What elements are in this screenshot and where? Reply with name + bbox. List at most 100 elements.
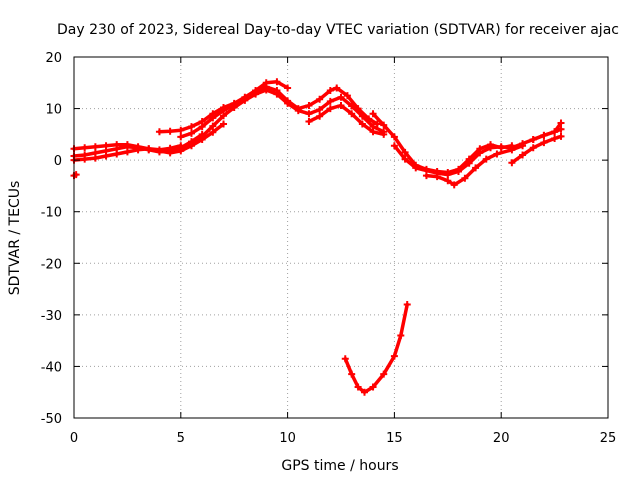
data-point — [444, 177, 452, 185]
data-point — [252, 90, 260, 98]
data-point — [482, 155, 490, 163]
data-point — [454, 167, 462, 175]
data-point — [187, 129, 195, 137]
data-point — [380, 370, 388, 378]
data-point — [337, 93, 345, 101]
data-point — [433, 173, 441, 181]
data-point — [519, 142, 527, 150]
data-point — [305, 117, 313, 125]
data-point — [284, 84, 292, 92]
data-point — [380, 130, 388, 138]
data-point — [123, 148, 131, 156]
data-point — [348, 370, 356, 378]
data-point — [341, 355, 349, 363]
data-point — [198, 123, 206, 131]
data-point — [557, 119, 565, 127]
series-arc-8 — [369, 110, 516, 177]
data-point — [487, 144, 495, 152]
series-line — [343, 302, 409, 394]
data-point — [358, 112, 366, 120]
chart-title: Day 230 of 2023, Sidereal Day-to-day VTE… — [57, 22, 619, 38]
data-point — [557, 125, 565, 133]
data-point — [493, 150, 501, 158]
data-point — [316, 106, 324, 114]
data-point — [273, 90, 281, 98]
x-axis-label: GPS time / hours — [281, 458, 398, 474]
y-axis: -50 -40 -30 -20 -10 0 10 20 — [41, 51, 608, 427]
series-arc-13 — [70, 171, 80, 180]
data-point — [91, 154, 99, 162]
y-tick-label: 0 — [54, 154, 62, 169]
data-point — [401, 155, 409, 163]
data-point — [450, 181, 458, 189]
x-axis: 0 5 10 15 20 25 — [70, 57, 616, 446]
data-point — [294, 107, 302, 115]
series-line — [424, 143, 525, 187]
data-point — [155, 147, 163, 155]
data-point — [358, 120, 366, 128]
data-point — [354, 383, 362, 391]
data-point — [241, 96, 249, 104]
data-point — [360, 388, 368, 396]
y-tick-label: -40 — [41, 360, 62, 375]
data-point — [508, 159, 516, 167]
y-tick-label: -20 — [41, 257, 62, 272]
series-line — [307, 103, 386, 137]
y-axis-label: SDTVAR / TECUs — [7, 181, 23, 296]
data-point — [187, 123, 195, 131]
series-line — [72, 122, 226, 162]
data-point — [209, 128, 217, 136]
data-point — [102, 152, 110, 160]
x-tick-label: 0 — [70, 431, 78, 446]
data-point — [91, 143, 99, 151]
data-point — [403, 301, 411, 309]
series-arc-6 — [187, 86, 388, 149]
data-point — [262, 86, 270, 94]
data-point — [529, 144, 537, 152]
data-point — [220, 112, 228, 120]
data-point — [369, 128, 377, 136]
data-point — [177, 126, 185, 134]
plot-frame — [73, 56, 609, 419]
x-tick-label: 10 — [279, 431, 296, 446]
data-point — [316, 95, 324, 103]
y-tick-label: -50 — [41, 412, 62, 427]
data-point — [380, 121, 388, 129]
data-point — [113, 150, 121, 158]
series-line — [531, 121, 563, 142]
data-point — [326, 105, 334, 113]
data-point — [326, 87, 334, 95]
series-arc-12 — [529, 119, 565, 144]
data-point — [444, 171, 452, 179]
data-point — [187, 141, 195, 149]
data-point — [497, 143, 505, 151]
series-arc-11 — [508, 132, 565, 167]
data-point — [529, 136, 537, 144]
data-point — [461, 174, 469, 182]
data-point — [476, 149, 484, 157]
data-point — [273, 78, 281, 86]
data-point — [422, 172, 430, 180]
data-point — [551, 134, 559, 142]
x-tick-label: 5 — [177, 431, 185, 446]
data-point — [373, 120, 381, 128]
data-point — [198, 132, 206, 140]
data-point — [465, 159, 473, 167]
data-point — [166, 127, 174, 135]
data-point — [81, 155, 89, 163]
y-tick-label: 10 — [45, 103, 62, 118]
data-point — [145, 145, 153, 153]
series-arc-7 — [305, 101, 388, 138]
data-point — [166, 149, 174, 157]
data-point — [134, 146, 142, 154]
data-point — [540, 131, 548, 139]
data-point — [348, 102, 356, 110]
data-point — [390, 133, 398, 141]
data-point — [369, 383, 377, 391]
series-arc-10 — [422, 142, 527, 189]
data-point — [230, 104, 238, 112]
data-point — [397, 331, 405, 339]
data-point — [412, 164, 420, 172]
data-point — [369, 110, 377, 118]
